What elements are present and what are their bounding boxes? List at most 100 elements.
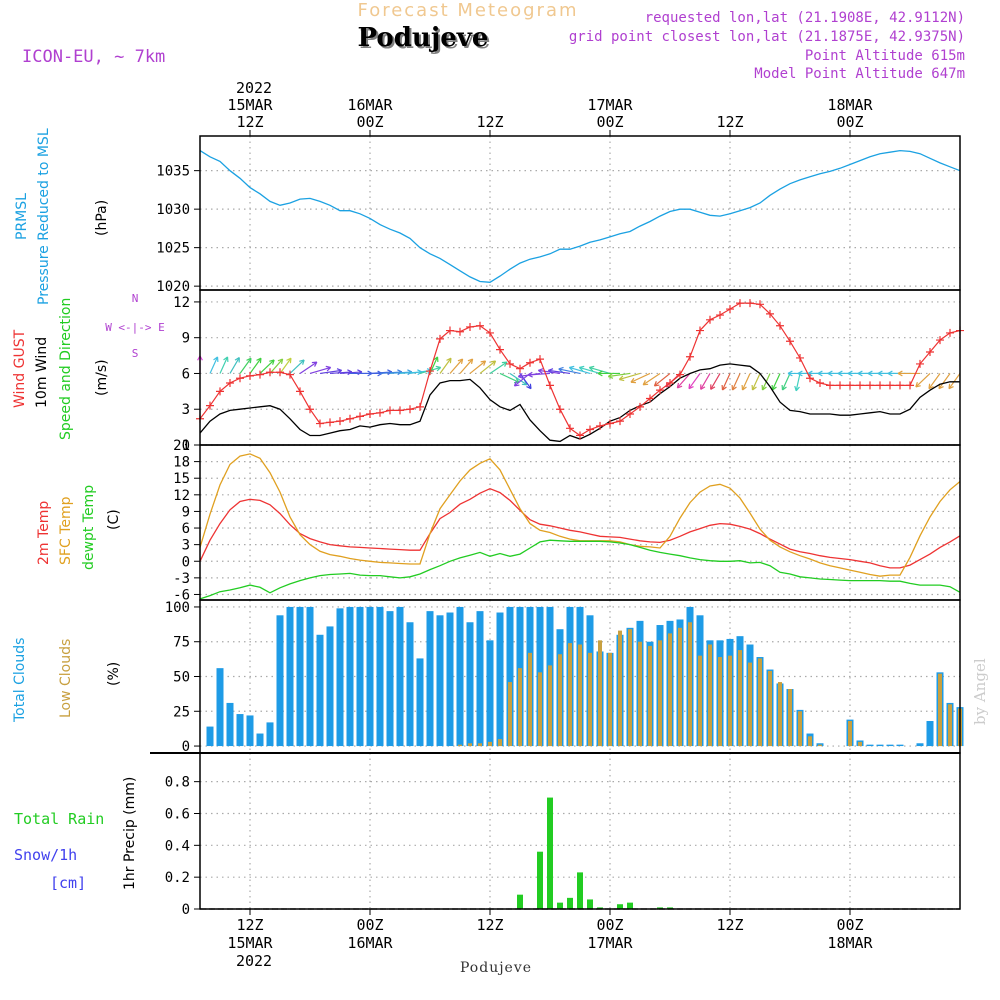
bottom-tick-hour: 12Z (716, 916, 743, 934)
wind-arrow (469, 360, 486, 374)
gust-marker (336, 417, 344, 426)
low-cloud-bar (648, 645, 652, 747)
wind-arrowhead (547, 368, 554, 374)
ytick-label: 3 (182, 538, 190, 554)
bottom-tick-hour: 00Z (596, 916, 623, 934)
gust-marker (276, 368, 284, 377)
low-cloud-bar (608, 652, 612, 747)
total-cloud-bar (216, 668, 224, 747)
location-title: Podujeve (358, 23, 489, 53)
wind-arrow (928, 373, 941, 390)
wind-arrowhead (857, 370, 863, 377)
low-cloud-bar (618, 630, 622, 747)
compass-s: S (132, 347, 139, 360)
ytick-label: -3 (173, 571, 190, 587)
ytick-label: 0 (182, 554, 190, 570)
wind-arrowhead (837, 370, 843, 377)
low-cloud-bar (938, 673, 942, 747)
wind-arrowhead (827, 370, 833, 377)
gust-marker (466, 322, 474, 331)
gridpoint-coords: grid point closest lon,lat (21.1875E, 42… (569, 29, 965, 45)
low-cloud-bar (558, 654, 562, 747)
gust-marker (776, 321, 784, 330)
label-ms: (m/s) (94, 359, 110, 396)
wind-arrowhead (731, 384, 737, 391)
wind-arrowhead (286, 357, 292, 364)
gust-marker (726, 305, 734, 314)
label-dewpt-temp: dewpt Temp (81, 485, 97, 570)
gust-marker (936, 336, 944, 345)
wind-arrow (731, 373, 741, 391)
wind-arrowhead (558, 366, 564, 373)
wind-arrowhead (794, 385, 800, 392)
total-cloud-bar (426, 611, 434, 747)
wind-arrowhead (847, 370, 853, 377)
ytick-label: 50 (173, 670, 190, 686)
wind-arrowhead (501, 361, 508, 367)
wind-arrow (642, 372, 661, 386)
ytick-label: 0.2 (165, 870, 190, 886)
gust-marker (396, 406, 404, 415)
low-cloud-bar (458, 744, 462, 747)
total-cloud-bar (366, 606, 374, 747)
wind-arrow (439, 357, 452, 374)
wind-arrowhead (325, 365, 332, 372)
wind-arrow (589, 366, 611, 375)
gust-marker (586, 425, 594, 434)
wind-arrow (579, 366, 601, 375)
wind-arrow (509, 372, 528, 386)
bottom-tick-date: 16MAR (347, 934, 393, 952)
wind-arrowhead (568, 365, 575, 372)
wind-arrow (389, 371, 412, 375)
gust-marker (296, 387, 304, 396)
bottom-tick-date: 18MAR (827, 934, 873, 952)
wind-arrow (229, 357, 240, 374)
wind-speed-line (199, 363, 960, 443)
wind-arrowhead (480, 360, 487, 366)
gust-marker (576, 431, 584, 440)
total-cloud-bar (436, 615, 444, 747)
low-cloud-bar (468, 743, 472, 747)
wind-arrowhead (741, 384, 747, 391)
rain-bar (587, 899, 593, 909)
temp-dewpt-line (199, 539, 961, 600)
wind-arrowhead (607, 373, 614, 379)
low-cloud-bar (698, 655, 702, 747)
wind-arrow (710, 373, 721, 390)
wind-arrow (289, 359, 305, 374)
rain-bar (597, 907, 603, 909)
gust-marker (906, 381, 914, 390)
top-tick-hour: 12Z (476, 113, 503, 131)
low-cloud-bar (708, 644, 712, 747)
panels: 1020102510301035036912-6-303691215182102… (150, 135, 964, 918)
total-cloud-bar (456, 606, 464, 747)
label-prmsl: PRMSL (14, 193, 30, 240)
low-cloud-bar (768, 670, 772, 747)
gust-marker (266, 368, 274, 377)
gust-marker (946, 328, 954, 337)
wind-arrow (938, 373, 951, 390)
wind-arrowhead (234, 356, 240, 363)
wind-arrow (700, 373, 711, 390)
gust-marker (816, 379, 824, 387)
gust-marker (256, 370, 264, 379)
wind-arrowhead (527, 371, 533, 378)
bottom-tick-hour: 12Z (236, 916, 263, 934)
low-cloud-bar (658, 640, 662, 747)
total-cloud-bar (276, 615, 284, 747)
total-cloud-bar (866, 744, 874, 747)
wind-arrowhead (446, 357, 452, 364)
total-cloud-bar (416, 658, 424, 747)
rain-bar (617, 904, 623, 909)
wind-arrow (654, 372, 671, 387)
gust-marker (436, 334, 444, 343)
ytick-label: 0.6 (165, 806, 190, 822)
gust-marker (416, 402, 424, 411)
wind-arrowhead (256, 357, 262, 364)
low-cloud-bar (598, 640, 602, 747)
gust-marker (916, 359, 924, 368)
gust-marker (896, 381, 904, 390)
low-cloud-bar (638, 641, 642, 747)
gust-marker (686, 352, 694, 361)
